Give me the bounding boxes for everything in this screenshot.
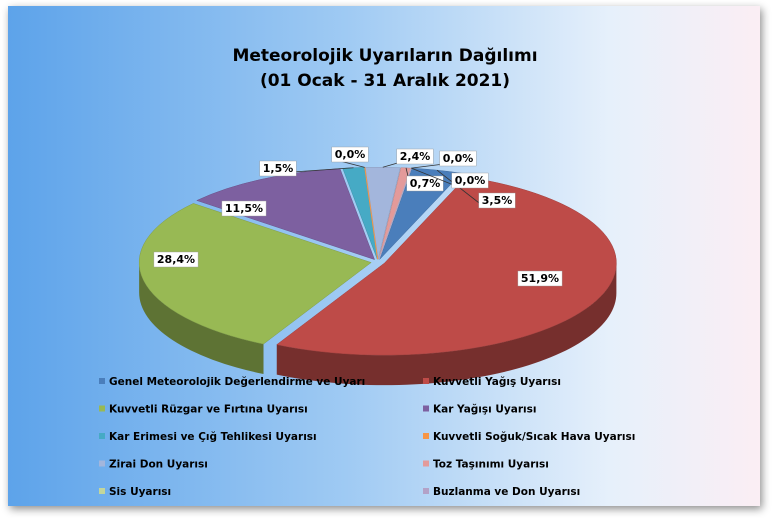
data-label: 1,5% xyxy=(263,162,294,175)
data-label: 51,9% xyxy=(521,272,559,285)
legend-swatch xyxy=(99,433,105,439)
data-label: 0,0% xyxy=(335,148,366,161)
label-box xyxy=(259,160,297,177)
legend-swatch xyxy=(423,488,429,494)
legend-swatch xyxy=(423,433,429,439)
label-box xyxy=(331,146,369,163)
data-label: 2,4% xyxy=(400,150,431,163)
data-label: 0,0% xyxy=(455,174,486,187)
legend-swatch xyxy=(423,378,429,384)
slice-sides xyxy=(139,262,617,386)
chart-subtitle: (01 Ocak - 31 Aralık 2021) xyxy=(260,71,510,91)
slice xyxy=(276,176,617,356)
label-box xyxy=(396,148,434,165)
label-box xyxy=(451,172,489,189)
legend-label: Kuvvetli Rüzgar ve Fırtına Uyarısı xyxy=(109,404,308,416)
data-label: 28,4% xyxy=(157,253,195,266)
legend-swatch xyxy=(423,460,429,467)
data-label: 0,0% xyxy=(443,152,474,165)
label-box xyxy=(478,192,516,209)
data-label: 0,7% xyxy=(410,177,441,190)
chart-card xyxy=(8,6,760,506)
label-box xyxy=(221,200,267,217)
legend-label: Zirai Don Uyarısı xyxy=(109,459,208,471)
data-label: 11,5% xyxy=(225,202,263,215)
slice xyxy=(364,167,379,260)
legend-swatch xyxy=(99,488,105,494)
legend-label: Kar Erimesi ve Çığ Tehlikesi Uyarısı xyxy=(109,431,317,443)
legend-swatch xyxy=(99,405,105,412)
slice xyxy=(365,166,401,260)
slice-tops xyxy=(138,166,617,356)
slice xyxy=(378,167,412,260)
label-box xyxy=(439,150,477,167)
legend-swatch xyxy=(99,378,105,384)
legend-label: Buzlanma ve Don Uyarısı xyxy=(433,486,580,498)
legend-swatch xyxy=(99,460,105,467)
label-box xyxy=(153,251,199,268)
legend-swatch xyxy=(423,405,429,412)
label-box xyxy=(406,175,444,192)
slice-side xyxy=(139,262,264,375)
legend-label: Sis Uyarısı xyxy=(109,486,171,498)
label-box xyxy=(517,270,563,287)
legend-label: Kuvvetli Soğuk/Sıcak Hava Uyarısı xyxy=(433,431,635,443)
legend-label: Kuvvetli Yağış Uyarısı xyxy=(433,376,561,388)
legend-label: Toz Taşınımı Uyarısı xyxy=(433,459,549,471)
chart-title: Meteorolojik Uyarıların Dağılımı xyxy=(232,46,537,66)
data-label: 3,5% xyxy=(482,194,513,207)
legend-label: Genel Meteorolojik Değerlendirme ve Uyar… xyxy=(109,376,365,388)
slice-side xyxy=(276,263,617,386)
slice xyxy=(138,203,372,345)
legend-label: Kar Yağışı Uyarısı xyxy=(433,404,536,416)
